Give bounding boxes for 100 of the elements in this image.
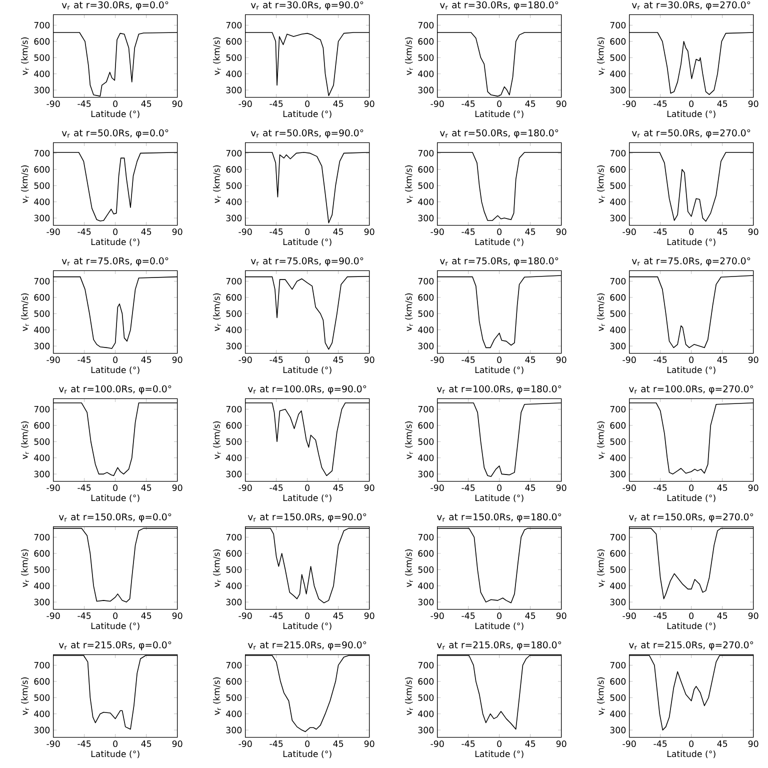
y-tick-label: 600 (418, 550, 434, 557)
chart-title: v$_{r}$ at r=30.0Rs, φ=270.0° (632, 1, 750, 10)
y-tick-label: 700 (34, 406, 50, 412)
x-axis-title: Latitude (°) (283, 750, 332, 758)
x-tick-label: -90 (238, 484, 252, 492)
y-tick-label: 600 (34, 166, 50, 173)
x-axis-title: Latitude (°) (91, 110, 140, 118)
x-tick-label: -45 (462, 612, 475, 619)
x-tick-label: 90 (172, 484, 182, 492)
y-tick-label: 300 (610, 342, 626, 350)
y-tick-label: 500 (34, 566, 50, 573)
x-tick-label: 90 (556, 356, 566, 364)
y-axis-title: v$_{r}$ (km/s) (213, 293, 221, 332)
y-axis-title: v$_{r}$ (km/s) (21, 549, 29, 588)
x-tick-label: 0 (689, 612, 694, 620)
y-tick-label: 400 (226, 70, 242, 78)
x-axis-title: Latitude (°) (91, 494, 140, 502)
y-tick-label: 600 (610, 678, 626, 685)
y-tick-label: 600 (418, 678, 434, 685)
x-tick-label: 0 (113, 612, 118, 620)
x-axis-title: Latitude (°) (667, 494, 716, 502)
x-tick-label: 0 (113, 228, 118, 236)
y-tick-label: 700 (34, 278, 50, 284)
y-axis-title: v$_{r}$ (km/s) (597, 165, 605, 204)
y-tick-label: 300 (418, 598, 434, 606)
y-tick-label: 300 (610, 470, 626, 478)
x-tick-label: 90 (556, 228, 566, 236)
x-axis-title: Latitude (°) (667, 110, 716, 118)
x-tick-label: 45 (717, 228, 728, 235)
y-tick-label: 300 (226, 214, 242, 222)
y-tick-label: 300 (610, 598, 626, 606)
x-tick-label: 45 (141, 612, 152, 619)
y-tick-label: 500 (610, 310, 626, 317)
x-tick-label: -90 (622, 740, 636, 748)
y-axis-title: v$_{r}$ (km/s) (597, 37, 605, 76)
y-axis-title: v$_{r}$ (km/s) (597, 421, 605, 460)
y-tick-label: 600 (226, 678, 242, 685)
y-tick-label: 400 (418, 582, 434, 590)
y-tick-label: 600 (226, 550, 242, 557)
x-tick-label: -45 (78, 612, 91, 619)
y-tick-label: 500 (34, 182, 50, 189)
y-tick-label: 300 (34, 342, 50, 350)
y-tick-label: 400 (610, 454, 626, 462)
x-tick-label: 0 (305, 228, 310, 236)
y-tick-label: 600 (610, 422, 626, 429)
y-tick-label: 500 (418, 694, 434, 701)
x-tick-label: 0 (113, 740, 118, 748)
x-axis-title: Latitude (°) (283, 366, 332, 374)
x-tick-label: 0 (113, 484, 118, 492)
y-tick-label: 400 (418, 710, 434, 718)
y-tick-label: 700 (34, 150, 50, 156)
y-tick-label: 400 (610, 710, 626, 718)
x-tick-label: 0 (305, 100, 310, 108)
x-tick-label: 45 (141, 484, 152, 491)
y-tick-label: 300 (418, 726, 434, 734)
x-tick-label: 45 (333, 100, 344, 107)
chart-title: v$_{r}$ at r=100.0Rs, φ=270.0° (628, 385, 754, 394)
y-tick-label: 600 (418, 422, 434, 429)
x-tick-label: 90 (748, 356, 758, 364)
chart-title: v$_{r}$ at r=215.0Rs, φ=180.0° (436, 641, 562, 650)
y-tick-label: 300 (34, 470, 50, 478)
x-tick-label: 45 (525, 484, 536, 491)
y-tick-label: 500 (610, 182, 626, 189)
y-tick-label: 700 (418, 534, 434, 540)
y-tick-label: 600 (418, 166, 434, 173)
y-tick-label: 700 (610, 534, 626, 540)
y-tick-label: 400 (34, 198, 50, 206)
x-axis-title: Latitude (°) (475, 622, 524, 630)
x-tick-label: 0 (305, 740, 310, 748)
x-tick-label: -90 (622, 612, 636, 620)
y-tick-label: 700 (418, 22, 434, 28)
y-tick-label: 500 (226, 182, 242, 189)
y-tick-label: 400 (34, 710, 50, 718)
y-tick-label: 400 (34, 70, 50, 78)
x-tick-label: -45 (270, 228, 283, 235)
x-tick-label: -90 (622, 228, 636, 236)
x-tick-label: 90 (364, 356, 374, 364)
y-tick-label: 700 (610, 278, 626, 284)
y-tick-label: 500 (610, 566, 626, 573)
x-axis-title: Latitude (°) (667, 622, 716, 630)
y-tick-label: 700 (418, 278, 434, 284)
x-tick-label: 45 (717, 612, 728, 619)
chart-title: v$_{r}$ at r=150.0Rs, φ=180.0° (436, 513, 562, 522)
x-tick-label: -90 (430, 356, 444, 364)
y-tick-label: 300 (226, 86, 242, 94)
chart-title: v$_{r}$ at r=215.0Rs, φ=270.0° (628, 641, 754, 650)
chart-title: v$_{r}$ at r=150.0Rs, φ=0.0° (58, 513, 172, 522)
x-tick-label: -45 (78, 356, 91, 363)
x-axis-title: Latitude (°) (283, 494, 332, 502)
x-tick-label: -45 (78, 100, 91, 107)
x-tick-label: 90 (748, 100, 758, 108)
x-tick-label: 0 (689, 100, 694, 108)
x-axis-title: Latitude (°) (283, 238, 332, 246)
y-tick-label: 400 (418, 70, 434, 78)
x-tick-label: 90 (748, 612, 758, 620)
y-axis-title: v$_{r}$ (km/s) (213, 37, 221, 76)
x-tick-label: 45 (333, 356, 344, 363)
chart-title: v$_{r}$ at r=100.0Rs, φ=0.0° (58, 385, 172, 394)
y-tick-label: 400 (226, 582, 242, 590)
y-tick-label: 400 (34, 454, 50, 462)
